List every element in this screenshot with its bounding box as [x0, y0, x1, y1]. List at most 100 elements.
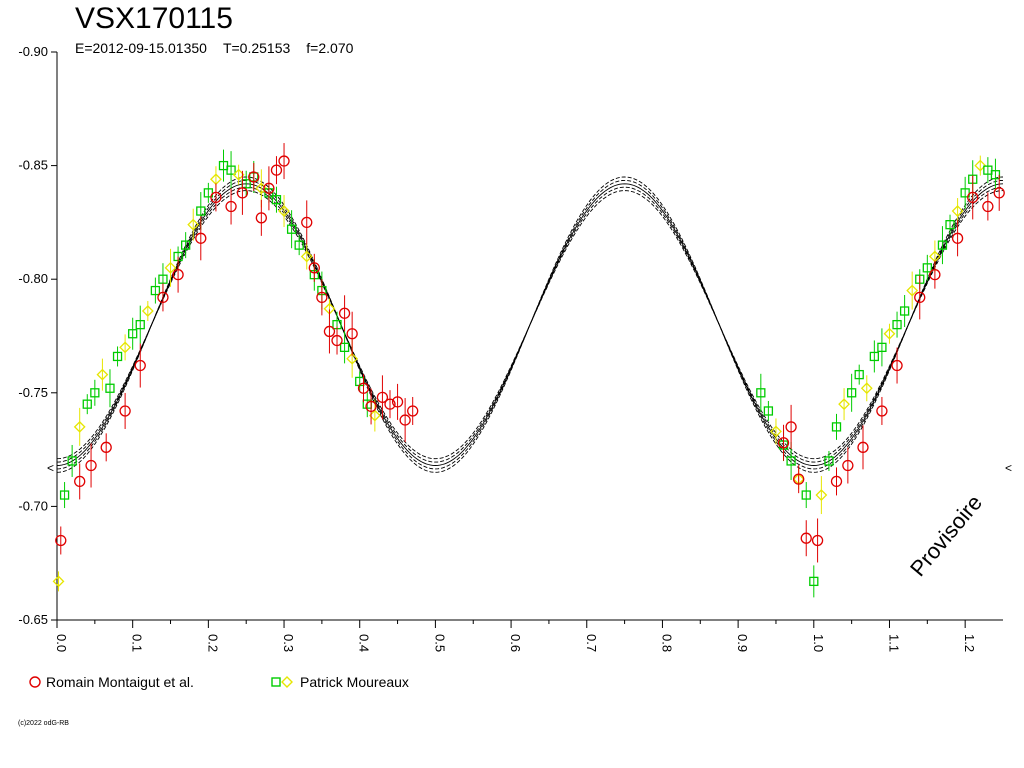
- data-point-circle: [793, 473, 805, 485]
- x-tick-label: 0.3: [281, 634, 296, 652]
- data-point-square: [59, 490, 70, 500]
- data-point-circle: [225, 200, 237, 213]
- data-point-diamond: [883, 327, 896, 340]
- data-point-circle: [951, 232, 964, 244]
- data-point-circle: [85, 459, 97, 472]
- data-point-square: [112, 351, 123, 362]
- x-tick-label: 0.4: [357, 634, 372, 652]
- legend-entry-patrick: Patrick Moureaux: [270, 674, 409, 690]
- chart-subtitle: E=2012-09-15.01350 T=0.25153 f=2.070: [75, 40, 369, 56]
- legend-entry-romain: Romain Montaigut et al.: [28, 674, 194, 690]
- data-point-diamond: [73, 420, 86, 433]
- data-point-square: [67, 456, 77, 466]
- data-point-circle: [365, 400, 377, 413]
- square-diamond-marker-icon: [271, 676, 293, 688]
- chart-axes: -0.90 -0.85 -0.80 -0.75 -0.70 -0.65 0.0 0.1 0.2 0…: [18, 44, 1012, 652]
- data-point-circle: [301, 216, 313, 229]
- data-point-square: [937, 240, 948, 250]
- x-tick-label: 0.2: [205, 634, 220, 652]
- x-tick-label: 0.7: [584, 634, 599, 652]
- data-point-diamond: [164, 261, 177, 274]
- data-point-circle: [74, 475, 86, 488]
- data-point-circle: [119, 405, 131, 417]
- data-point-diamond: [346, 352, 359, 365]
- data-point-circle: [263, 182, 275, 194]
- data-point-square: [196, 206, 206, 216]
- data-point-diamond: [141, 305, 154, 317]
- x-tick-label: 0.5: [432, 634, 447, 652]
- data-point-circle: [157, 291, 169, 304]
- data-point-square: [846, 388, 857, 398]
- data-point-circle: [982, 200, 994, 213]
- data-point-circle: [236, 187, 249, 199]
- data-point-square: [990, 170, 1001, 180]
- y-tick-label: -0.85: [18, 158, 48, 173]
- data-point-square: [877, 342, 887, 353]
- right-marker-glyph: <: [1005, 461, 1012, 475]
- x-tick-label: 0.9: [735, 634, 750, 652]
- y-tick-label: -0.90: [18, 44, 48, 59]
- data-point-diamond: [119, 341, 132, 354]
- data-point-circle: [210, 191, 222, 204]
- data-point-diamond: [770, 425, 782, 438]
- x-tick-label: 0.6: [508, 634, 523, 652]
- data-point-square: [158, 274, 168, 284]
- data-point-square: [90, 388, 100, 398]
- data-point-diamond: [96, 368, 109, 381]
- data-point-square: [869, 351, 879, 362]
- data-point-circle: [384, 398, 396, 410]
- data-point-circle: [308, 262, 320, 274]
- data-point-circle: [993, 187, 1005, 199]
- data-point-circle: [399, 414, 411, 426]
- data-point-diamond: [951, 205, 964, 217]
- data-point-circle: [195, 232, 207, 244]
- model-line: [56, 176, 1004, 473]
- period-label: T=0.25153: [222, 40, 291, 56]
- data-point-square: [801, 490, 811, 500]
- legend-label-romain: Romain Montaigut et al.: [46, 674, 194, 690]
- circle-marker-icon: [29, 676, 41, 688]
- data-point-circle: [407, 405, 419, 417]
- data-point-square: [339, 342, 350, 353]
- data-point-circle: [857, 441, 869, 453]
- data-point-square: [892, 319, 902, 330]
- data-point-diamond: [838, 398, 850, 411]
- y-tick-label: -0.70: [18, 498, 48, 513]
- data-point-square: [128, 329, 138, 339]
- data-points: [52, 143, 1005, 598]
- data-point-circle: [376, 391, 389, 403]
- data-point-diamond: [278, 205, 290, 217]
- x-tick-label: 1.2: [962, 634, 977, 652]
- data-point-square: [786, 456, 796, 466]
- data-point-circle: [914, 291, 926, 304]
- data-point-square: [226, 165, 236, 175]
- data-point-circle: [316, 291, 328, 304]
- data-point-diamond: [187, 218, 200, 231]
- data-point-square: [922, 263, 932, 273]
- data-point-circle: [800, 532, 812, 544]
- frequency-label: f=2.070: [306, 40, 354, 56]
- data-point-circle: [255, 212, 267, 224]
- data-point-circle: [331, 334, 343, 347]
- data-point-square: [203, 188, 214, 198]
- data-point-square: [294, 240, 304, 250]
- data-point-square: [854, 369, 864, 380]
- data-point-circle: [248, 171, 260, 183]
- data-point-square: [899, 306, 910, 316]
- data-point-square: [824, 456, 834, 466]
- data-point-square: [271, 195, 282, 205]
- data-point-square: [105, 383, 115, 393]
- data-point-circle: [278, 155, 290, 167]
- left-marker-glyph: <: [47, 461, 54, 475]
- data-point-circle: [270, 164, 283, 176]
- data-point-square: [286, 224, 297, 234]
- data-point-square: [960, 188, 970, 198]
- data-point-diamond: [860, 382, 873, 395]
- data-point-square: [945, 220, 955, 230]
- data-point-circle: [323, 325, 336, 338]
- data-point-square: [756, 388, 766, 398]
- x-tick-label: 0.0: [54, 634, 69, 652]
- data-point-square: [135, 319, 145, 330]
- x-tick-label: 1.1: [886, 634, 901, 652]
- epoch-label: E=2012-09-15.01350: [75, 40, 207, 56]
